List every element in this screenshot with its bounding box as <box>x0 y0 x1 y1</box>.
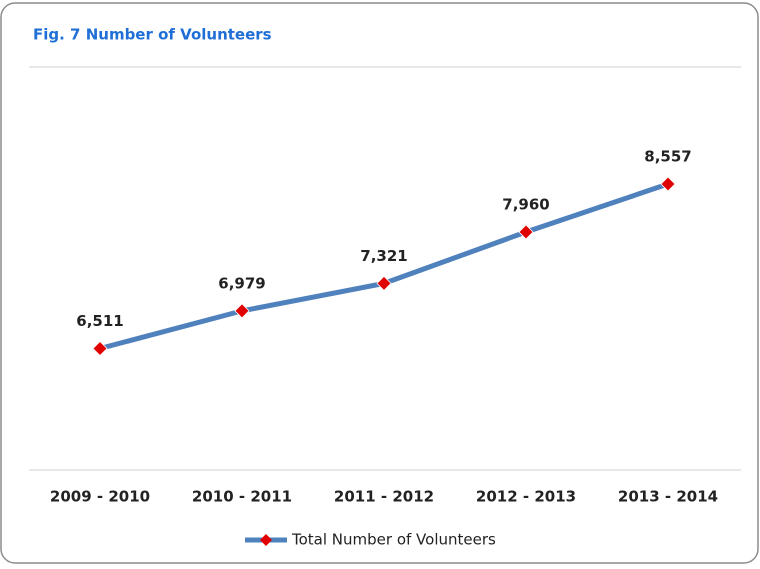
data-point <box>376 275 392 291</box>
x-tick-label: 2013 - 2014 <box>618 488 718 506</box>
x-tick-label: 2010 - 2011 <box>192 488 292 506</box>
data-point <box>234 303 250 319</box>
data-point <box>660 176 676 192</box>
legend-label: Total Number of Volunteers <box>291 531 496 549</box>
data-label: 6,511 <box>76 312 123 330</box>
data-label: 8,557 <box>644 148 691 166</box>
data-point <box>92 340 108 357</box>
x-tick-label: 2011 - 2012 <box>334 488 434 506</box>
legend-marker <box>260 534 272 546</box>
data-label: 7,321 <box>360 247 407 265</box>
chart-title: Fig. 7 Number of Volunteers <box>33 26 272 44</box>
x-tick-label: 2012 - 2013 <box>476 488 576 506</box>
x-tick-label: 2009 - 2010 <box>50 488 150 506</box>
data-label: 7,960 <box>502 196 549 214</box>
data-label: 6,979 <box>218 274 265 292</box>
data-point <box>518 224 534 240</box>
